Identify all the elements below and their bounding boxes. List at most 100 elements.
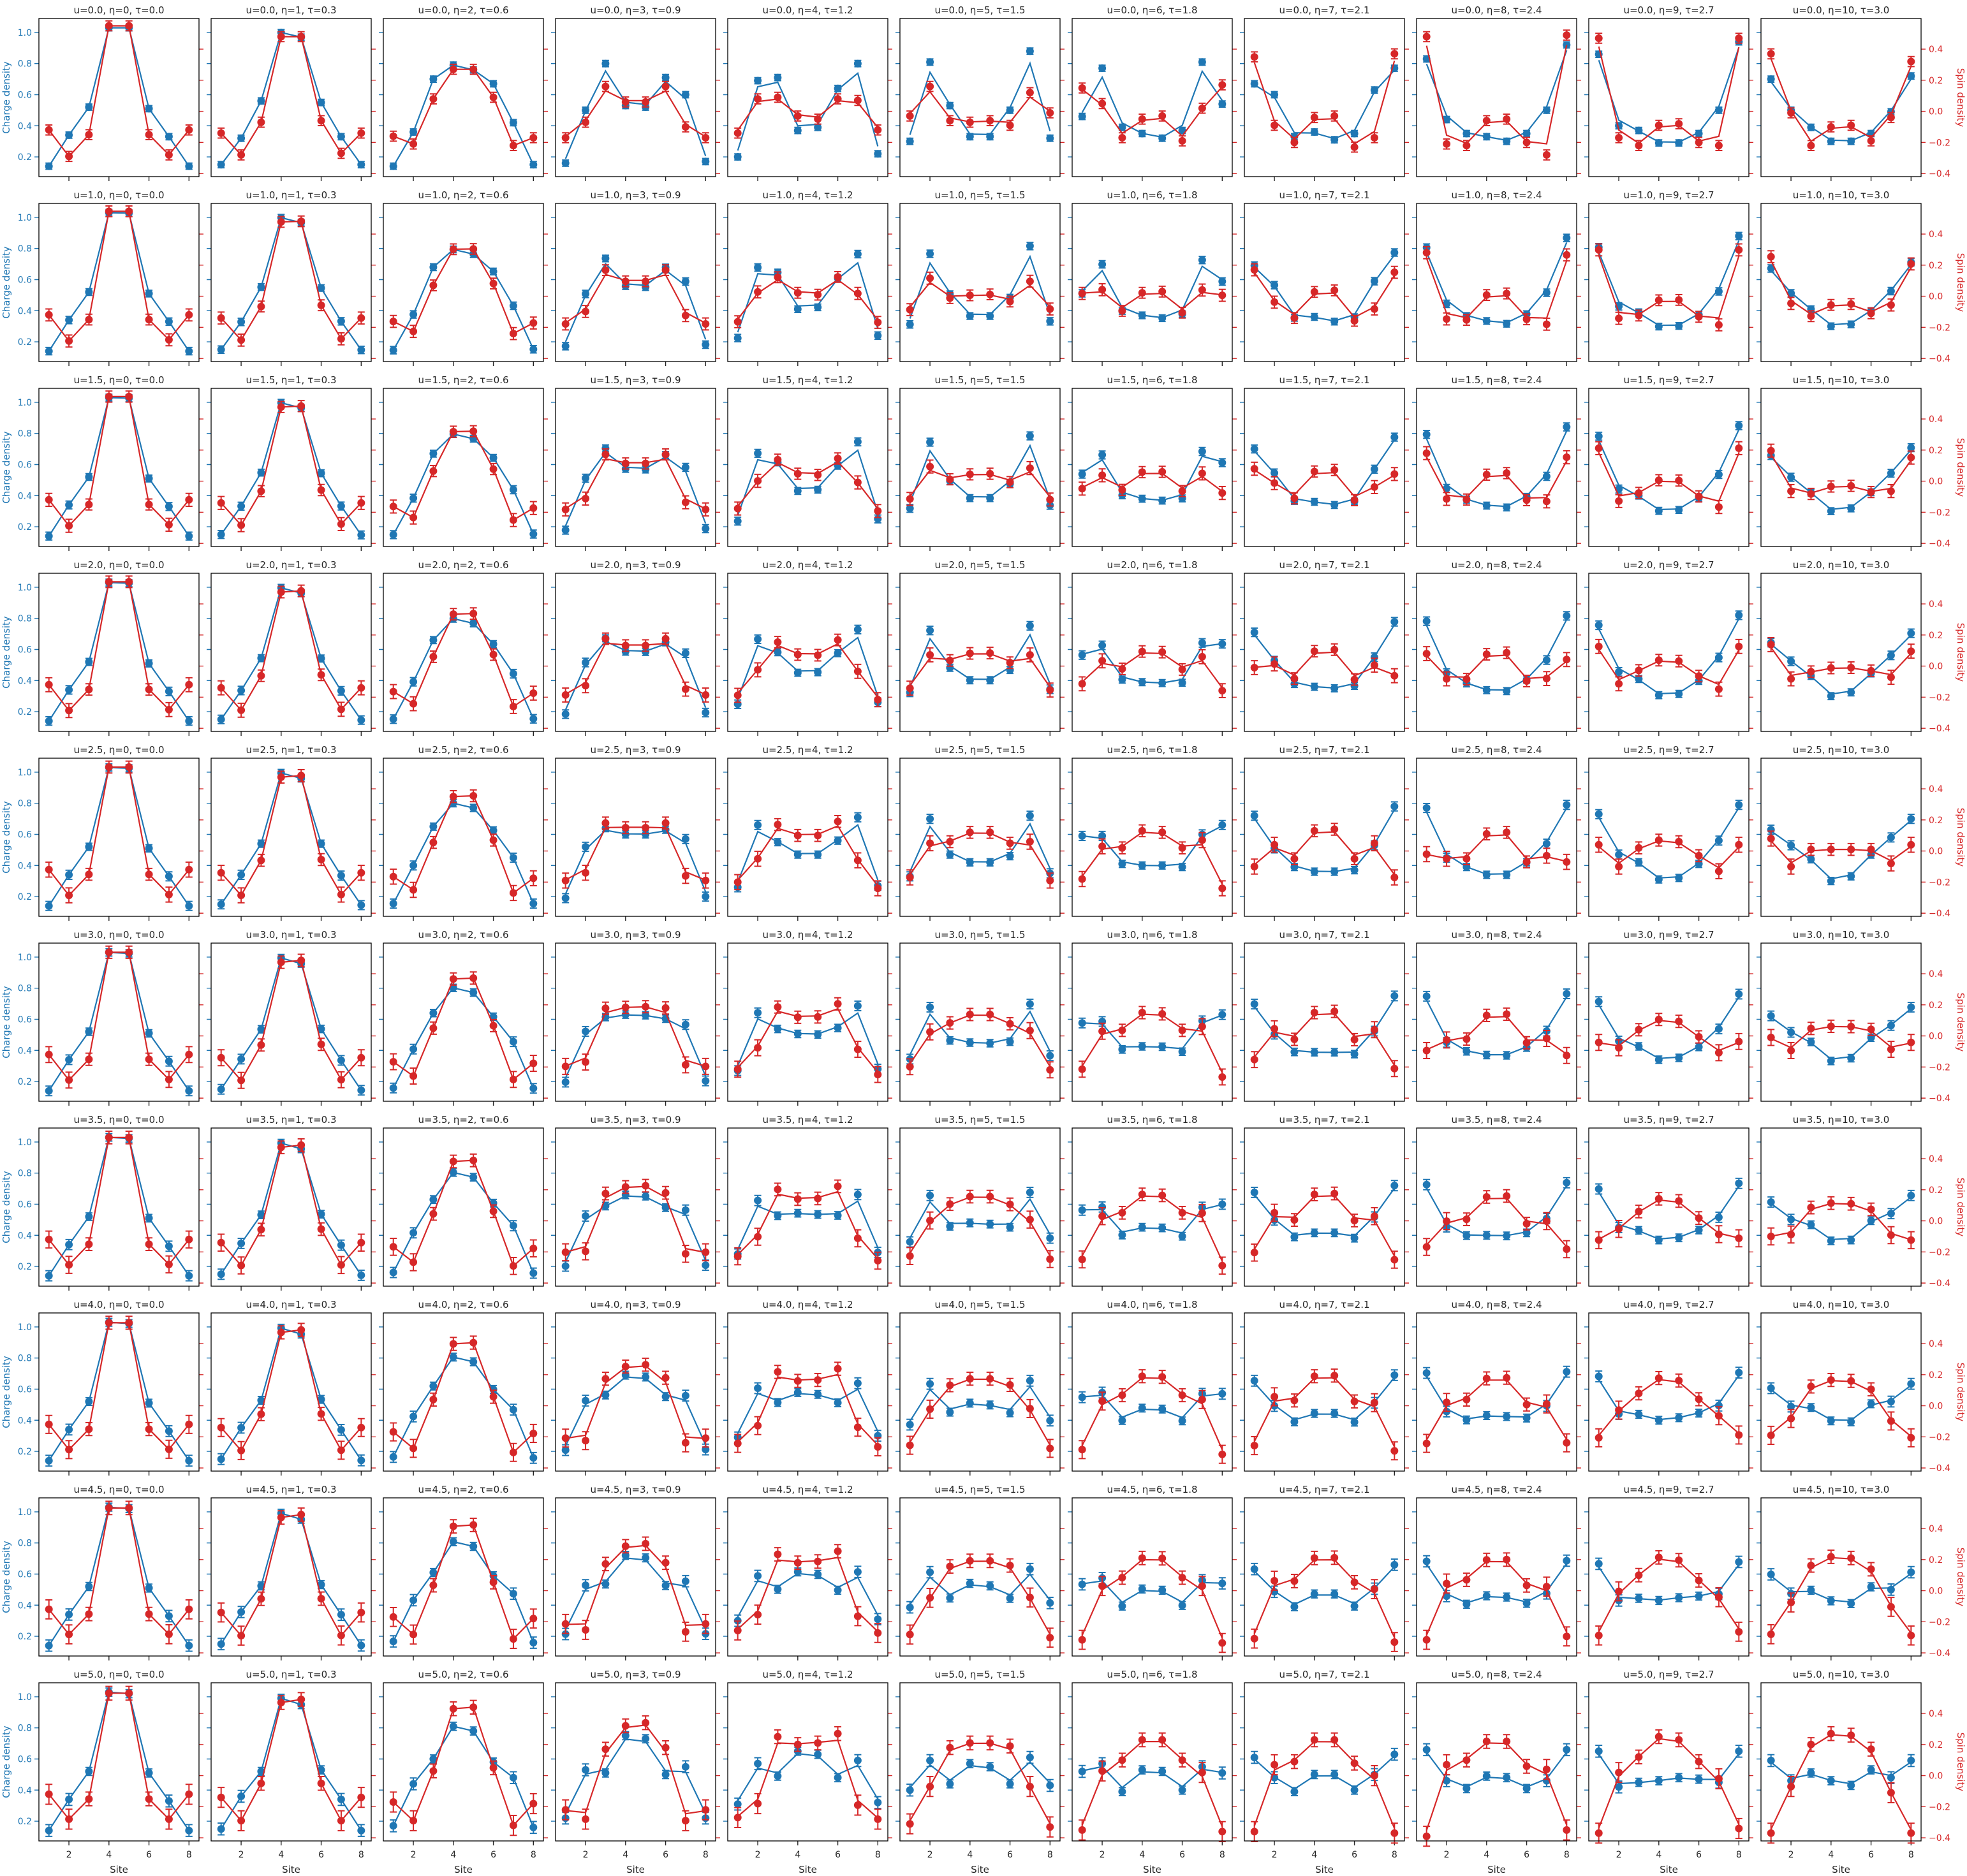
charge-series-marker xyxy=(1078,651,1086,659)
spin-series-marker xyxy=(1198,1395,1206,1403)
charge-series-marker xyxy=(1767,1571,1775,1578)
spin-series-marker xyxy=(1310,288,1318,296)
charge-series-marker xyxy=(1271,469,1279,477)
charge-series-marker xyxy=(257,654,265,663)
panel-u4.0-eta7: u=4.0, η=7, τ=2.1 xyxy=(1240,1299,1409,1476)
charge-series-marker xyxy=(1198,256,1206,264)
spin-series-marker xyxy=(774,1368,782,1376)
left-ticks xyxy=(34,1141,39,1267)
charge-series-marker xyxy=(1078,1019,1086,1027)
spin-series-marker xyxy=(733,1814,742,1822)
left-ticks xyxy=(895,217,900,342)
panel-u0.0-eta9: u=0.0, η=9, τ=2.7 xyxy=(1584,4,1753,181)
panel-u1.0-eta1: u=1.0, η=1, τ=0.3 xyxy=(207,189,376,366)
x-ticks xyxy=(585,546,707,551)
panel-title: u=1.5, η=1, τ=0.3 xyxy=(246,374,336,386)
spin-series-marker xyxy=(1370,1025,1378,1034)
spin-series-marker xyxy=(449,65,457,73)
right-ticks xyxy=(888,233,892,359)
charge-series-marker xyxy=(926,1380,934,1388)
right-ticks xyxy=(199,233,203,359)
right-ticks xyxy=(1577,1713,1581,1838)
spin-series-marker xyxy=(1807,1203,1815,1212)
right-ticks xyxy=(1232,1343,1237,1469)
charge-series-errorbars xyxy=(562,254,709,351)
panel-spine xyxy=(210,573,372,732)
panel-spine xyxy=(1588,18,1750,177)
x-ticks xyxy=(1790,1286,1912,1291)
spin-series-marker xyxy=(1462,1576,1471,1584)
spin-series-marker xyxy=(1542,851,1551,860)
x-ticks xyxy=(1618,362,1740,366)
right-ticks xyxy=(1060,788,1065,914)
spin-series-marker xyxy=(1563,1245,1571,1253)
charge-series-marker xyxy=(926,1191,934,1199)
charge-series-line xyxy=(909,822,1051,872)
spin-series-marker xyxy=(661,266,670,274)
left-tick-label: 0.2 xyxy=(18,707,32,717)
left-ticks xyxy=(895,772,900,897)
panel-title: u=3.5, η=1, τ=0.3 xyxy=(246,1114,336,1125)
spin-series-marker xyxy=(105,392,113,400)
panel-title: u=3.5, η=4, τ=1.2 xyxy=(762,1114,853,1125)
left-ticks xyxy=(1757,1141,1761,1267)
panel-u2.0-eta10: u=2.0, η=10, τ=3.0−0.4−0.20.00.20.4Spin … xyxy=(1757,559,1966,736)
charge-series-line xyxy=(737,71,879,151)
spin-series-marker xyxy=(681,872,689,880)
spin-series-marker xyxy=(237,1446,246,1455)
xlabel-site: Site xyxy=(626,1864,645,1875)
charge-series-marker xyxy=(317,840,325,848)
spin-series-marker xyxy=(1522,1581,1531,1590)
spin-series-marker xyxy=(1046,1255,1054,1263)
charge-series-marker xyxy=(237,1239,246,1247)
charge-series-marker xyxy=(389,715,397,723)
charge-series-marker xyxy=(774,1398,782,1407)
ylabel-charge-density: Charge density xyxy=(1,1171,12,1243)
charge-series-marker xyxy=(145,289,153,298)
charge-series-marker xyxy=(966,1759,974,1768)
charge-series-marker xyxy=(926,250,934,258)
spin-series-marker xyxy=(1422,1046,1431,1055)
panel-u1.0-eta5: u=1.0, η=5, τ=1.5 xyxy=(895,189,1065,366)
charge-series-marker xyxy=(1807,855,1815,863)
spin-series-marker xyxy=(642,1361,650,1369)
right-tick-label: 0.2 xyxy=(1929,1740,1943,1750)
spin-series-marker xyxy=(1330,1372,1339,1380)
spin-series-marker xyxy=(65,152,73,161)
spin-series-marker xyxy=(357,1793,365,1801)
ylabel-spin-density: Spin density xyxy=(1955,1363,1966,1422)
charge-series-marker xyxy=(1695,1592,1703,1601)
charge-series-marker xyxy=(165,318,173,326)
spin-series-marker xyxy=(165,150,173,159)
panel-spine xyxy=(899,1682,1061,1842)
ylabel-spin-density: Spin density xyxy=(1955,1548,1966,1607)
charge-series-marker xyxy=(409,1412,418,1421)
x-ticks xyxy=(240,546,362,551)
spin-series-marker xyxy=(681,1817,689,1825)
charge-series-marker xyxy=(946,101,954,110)
left-ticks xyxy=(1412,1511,1417,1637)
right-tick-label: −0.4 xyxy=(1929,909,1950,919)
charge-series-marker xyxy=(85,1213,93,1220)
spin-series-marker xyxy=(337,890,345,898)
spin-series-marker xyxy=(1443,315,1451,323)
spin-series-marker xyxy=(1390,50,1399,58)
spin-series-marker xyxy=(277,1328,285,1337)
charge-series-marker xyxy=(317,1210,325,1219)
charge-series-marker xyxy=(582,1396,590,1405)
right-tick-label: −0.4 xyxy=(1929,1833,1950,1843)
spin-series-marker xyxy=(1563,656,1571,664)
panel-spine xyxy=(1588,1312,1750,1472)
spin-series-errorbars xyxy=(1079,1369,1226,1464)
spin-series-marker xyxy=(1350,1759,1359,1768)
spin-series-marker xyxy=(1198,1582,1206,1590)
spin-series-line xyxy=(1426,258,1568,319)
left-tick-label: 0.6 xyxy=(18,1569,32,1579)
charge-series-marker xyxy=(509,1222,517,1230)
charge-series-marker xyxy=(1462,1416,1471,1424)
panel-title: u=1.0, η=2, τ=0.6 xyxy=(418,189,508,201)
left-ticks xyxy=(1412,1696,1417,1822)
charge-series-line xyxy=(220,772,362,906)
spin-series-marker xyxy=(561,1806,570,1814)
